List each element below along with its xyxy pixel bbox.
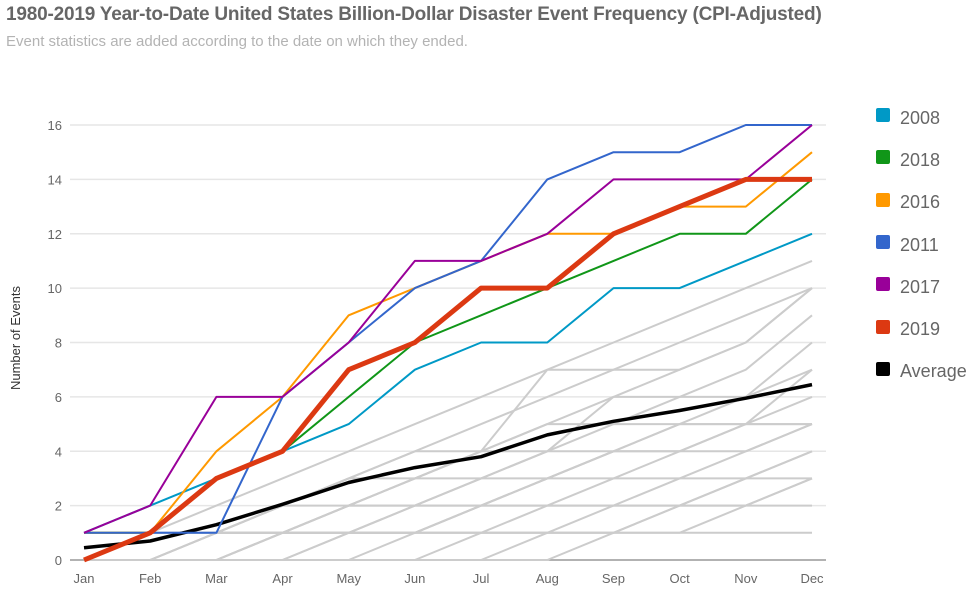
legend-item-2019[interactable]: 2019 [876, 308, 967, 350]
legend: 2008 2018 2016 2011 2017 2019 Average [876, 97, 967, 393]
legend-item-average[interactable]: Average [876, 351, 967, 393]
y-tick-label: 14 [48, 172, 62, 187]
chart-subtitle: Event statistics are added according to … [6, 33, 468, 50]
series-line-average[interactable] [83, 382, 813, 550]
background-year-line [84, 423, 813, 561]
y-tick-label: 4 [55, 444, 62, 459]
y-tick-label: 0 [55, 553, 62, 568]
background-year-line [84, 423, 812, 561]
y-tick-label: 16 [48, 118, 62, 133]
legend-label: 2017 [900, 276, 941, 297]
legend-label: 2008 [900, 107, 941, 128]
legend-label: 2016 [900, 192, 941, 213]
y-tick-label: 6 [55, 390, 62, 405]
x-tick-label: Sep [602, 571, 625, 586]
series-line-2008[interactable] [83, 232, 813, 534]
x-tick-label: Jun [404, 571, 425, 586]
x-tick-label: Apr [272, 571, 293, 586]
legend-swatch [876, 361, 890, 376]
x-tick-label: Feb [139, 571, 161, 586]
legend-label: 2011 [900, 234, 939, 255]
background-year-line [83, 259, 813, 561]
background-year-line [84, 504, 812, 561]
series-line-2011[interactable] [84, 124, 812, 534]
x-tick-label: Jul [473, 571, 490, 586]
chart-title: 1980-2019 Year-to-Date United States Bil… [6, 4, 822, 25]
y-tick-label: 8 [55, 336, 62, 351]
x-tick-label: Mar [205, 571, 228, 586]
background-year-lines [83, 259, 813, 561]
legend-swatch [876, 277, 890, 292]
legend-item-2011[interactable]: 2011 [876, 224, 967, 266]
series-line-2019[interactable] [83, 176, 812, 563]
x-tick-label: May [336, 571, 361, 586]
background-year-line [84, 477, 812, 561]
legend-swatch [876, 108, 890, 123]
legend-label: 2018 [900, 149, 941, 170]
legend-swatch [876, 319, 890, 334]
highlighted-series-lines [83, 124, 813, 563]
legend-swatch [876, 235, 890, 250]
legend-item-2016[interactable]: 2016 [876, 182, 967, 224]
y-tick-label: 10 [48, 281, 62, 296]
legend-swatch [876, 192, 890, 207]
legend-item-2017[interactable]: 2017 [876, 266, 967, 308]
y-axis-label: Number of Events [8, 285, 23, 390]
legend-item-2008[interactable]: 2008 [876, 97, 967, 139]
x-axis-ticks: Jan Feb Mar Apr May Jun Jul Aug Sep Oct Nov Dec [74, 571, 825, 586]
series-line-2017[interactable] [83, 124, 813, 534]
x-tick-label: Oct [670, 571, 691, 586]
x-tick-label: Aug [536, 571, 559, 586]
legend-label: 2019 [900, 319, 941, 340]
x-tick-label: Nov [734, 571, 758, 586]
legend-swatch [876, 150, 890, 165]
gridlines [70, 124, 826, 561]
legend-label: Average [900, 361, 967, 382]
legend-item-2018[interactable]: 2018 [876, 139, 967, 181]
x-tick-label: Jan [74, 571, 95, 586]
y-axis-ticks: 0 2 4 6 8 10 12 14 16 [48, 118, 62, 568]
x-tick-label: Dec [800, 571, 824, 586]
y-tick-label: 12 [48, 227, 62, 242]
y-tick-label: 2 [55, 499, 62, 514]
